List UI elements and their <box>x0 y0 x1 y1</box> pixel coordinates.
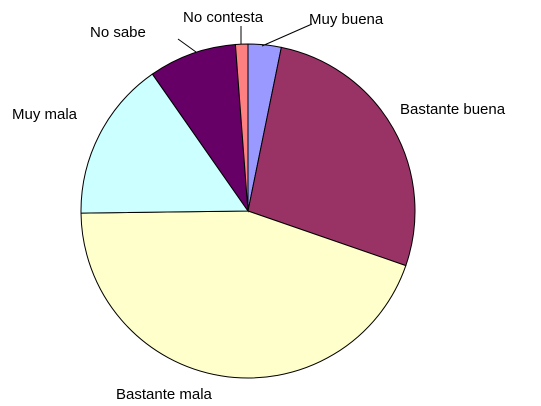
slice-label-no-sabe: No sabe <box>90 24 146 41</box>
leader-line-muy-buena <box>261 23 313 47</box>
pie-slice-bastante-buena <box>247 46 416 267</box>
slice-label-muy-mala: Muy mala <box>12 106 78 123</box>
pie-slices <box>80 43 416 379</box>
slice-label-bastante-buena: Bastante buena <box>400 101 506 118</box>
pie-leader-lines <box>177 23 313 53</box>
pie-labels: Muy buena Bastante buena Bastante mala M… <box>12 9 506 403</box>
slice-label-muy-buena: Muy buena <box>309 11 384 28</box>
slice-label-no-contesta: No contesta <box>183 9 264 26</box>
pie-slice-no-sabe <box>151 43 249 213</box>
leader-line-no-sabe <box>177 38 197 53</box>
pie-slice-no-contesta <box>234 43 249 212</box>
pie-slice-bastante-mala <box>80 210 407 379</box>
slice-label-bastante-mala: Bastante mala <box>116 386 213 403</box>
pie-slice-muy-mala <box>80 73 249 214</box>
